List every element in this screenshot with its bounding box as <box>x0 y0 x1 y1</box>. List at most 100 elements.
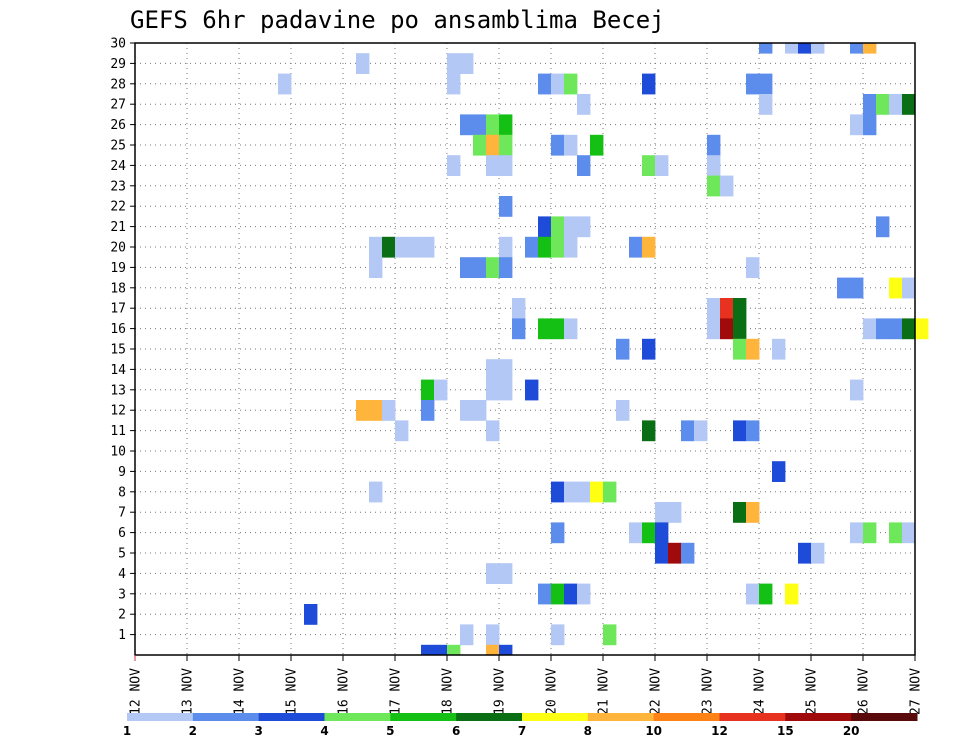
y-tick-label: 2 <box>118 608 126 623</box>
heatmap-cell <box>811 43 825 54</box>
heatmap-cell <box>746 502 760 523</box>
y-tick-label: 23 <box>110 179 126 194</box>
y-tick-label: 11 <box>110 424 126 439</box>
heatmap-cell <box>577 481 591 503</box>
heatmap-cell <box>720 298 734 319</box>
heatmap-cell <box>733 338 747 360</box>
x-tick-label: 17 NOV <box>389 668 404 715</box>
heatmap-cell <box>720 175 734 197</box>
heatmap-cell <box>837 277 851 299</box>
heatmap-cell <box>395 236 409 258</box>
heatmap-cell <box>759 43 773 54</box>
heatmap-cell <box>486 624 500 646</box>
colorbar-swatch <box>127 713 194 721</box>
heatmap-cell <box>460 624 474 646</box>
heatmap-cell <box>408 236 422 258</box>
colorbar-swatch <box>258 713 325 721</box>
heatmap-cell <box>382 236 396 258</box>
heatmap-cell <box>499 359 513 380</box>
heatmap-cell <box>863 43 877 54</box>
heatmap-cell <box>850 277 864 299</box>
x-tick-label: 24 NOV <box>753 668 768 715</box>
heatmap-cell <box>603 624 617 646</box>
heatmap-cell <box>564 73 578 95</box>
heatmap-cell <box>551 522 565 544</box>
colorbar-label: 20 <box>843 724 860 738</box>
heatmap-cell <box>577 216 591 238</box>
y-tick-label: 19 <box>110 261 126 276</box>
heatmap-cell <box>551 481 565 503</box>
heatmap-cell <box>642 236 656 258</box>
colorbar-label: 6 <box>452 724 460 738</box>
heatmap-cell <box>603 481 617 503</box>
heatmap-cell <box>499 257 513 278</box>
heatmap-cell <box>551 318 565 340</box>
heatmap-cell <box>538 236 552 258</box>
heatmap-cell <box>876 318 890 340</box>
heatmap-cell <box>655 502 669 523</box>
colorbar-label: 2 <box>189 724 197 738</box>
x-tick-label: 12 NOV <box>129 668 144 715</box>
heatmap-cell <box>460 257 474 278</box>
heatmap-cell <box>746 73 760 95</box>
grid <box>135 43 915 655</box>
colorbar-label: 4 <box>320 724 328 738</box>
colorbar-swatch <box>653 713 720 721</box>
heatmap-cell <box>369 236 383 258</box>
heatmap-cell <box>564 583 578 605</box>
heatmap-cell <box>798 43 812 54</box>
heatmap-cell <box>616 400 630 421</box>
heatmap-cell <box>590 481 604 503</box>
heatmap-cell <box>499 114 513 136</box>
heatmap-cell <box>369 257 383 278</box>
heatmap-cell <box>551 624 565 646</box>
heatmap-cell <box>876 94 890 115</box>
heatmap-cell <box>564 236 578 258</box>
heatmap-cell <box>863 318 877 340</box>
x-tick-label: 20 NOV <box>545 668 560 715</box>
y-tick-label: 8 <box>118 485 126 500</box>
heatmap-cell <box>486 563 500 584</box>
heatmap-cells <box>278 43 929 656</box>
heatmap-cell <box>577 583 591 605</box>
heatmap-cell <box>551 134 565 156</box>
heatmap-cell <box>655 522 669 544</box>
y-tick-label: 27 <box>110 98 126 113</box>
y-tick-label: 26 <box>110 118 126 133</box>
heatmap-cell <box>369 400 383 421</box>
heatmap-cell <box>551 73 565 95</box>
heatmap-cell <box>564 134 578 156</box>
y-tick-label: 13 <box>110 383 126 398</box>
heatmap-cell <box>525 236 539 258</box>
heatmap-cell <box>486 359 500 380</box>
heatmap-cell <box>811 542 825 564</box>
colorbar: 1 2 3 4 5 6 7 8 10 12 15 20 <box>123 713 918 738</box>
colorbar-swatch <box>719 713 786 721</box>
x-tick-label: 23 NOV <box>701 668 716 715</box>
heatmap-cell <box>889 277 903 299</box>
y-tick-label: 30 <box>110 37 126 52</box>
colorbar-swatch <box>851 713 918 721</box>
heatmap-cell <box>460 114 474 136</box>
heatmap-cell <box>746 257 760 278</box>
colorbar-swatch <box>587 713 655 721</box>
heatmap-cell <box>434 379 448 401</box>
heatmap-cell <box>642 155 656 176</box>
heatmap-cell <box>278 73 292 95</box>
x-tick-label: 19 NOV <box>493 668 508 715</box>
heatmap-cell <box>369 481 383 503</box>
heatmap-cell <box>486 134 500 156</box>
heatmap-cell <box>902 94 916 115</box>
heatmap-cell <box>642 420 656 442</box>
colorbar-swatch <box>456 713 523 721</box>
heatmap-cell <box>642 73 656 95</box>
heatmap-cell <box>889 522 903 544</box>
x-tick-label: 27 NOV <box>909 668 924 715</box>
y-tick-label: 7 <box>118 506 126 521</box>
x-tick-label: 14 NOV <box>233 668 248 715</box>
heatmap-cell <box>668 542 682 564</box>
x-tick-label: 13 NOV <box>181 668 196 715</box>
heatmap-cell <box>707 134 721 156</box>
heatmap-cell <box>785 583 799 605</box>
x-axis: 12 NOV 13 NOV 14 NOV 15 NOV 16 NOV 17 NOV 18 N… <box>129 655 924 715</box>
